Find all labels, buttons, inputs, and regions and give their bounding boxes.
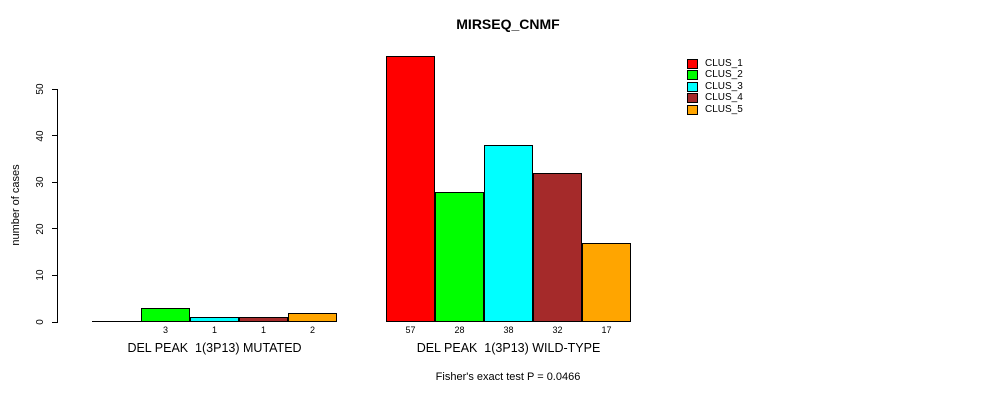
legend-label: CLUS_2 bbox=[705, 69, 743, 81]
bar-value-label: 17 bbox=[601, 325, 612, 335]
y-tick-label: 40 bbox=[35, 130, 46, 142]
bar-value-label: 57 bbox=[405, 325, 416, 335]
legend-swatch-icon bbox=[687, 104, 698, 115]
y-tick-label: 50 bbox=[35, 83, 46, 95]
bar-clus_2 bbox=[435, 192, 484, 322]
legend-swatch-icon bbox=[687, 81, 698, 92]
y-tick-mark bbox=[52, 181, 57, 183]
y-tick-mark bbox=[52, 135, 57, 137]
y-axis-label: number of cases bbox=[10, 164, 22, 246]
bar-clus_5 bbox=[288, 313, 337, 322]
bar-clus_2 bbox=[141, 308, 190, 322]
y-tick-mark bbox=[52, 274, 57, 276]
bar-clus_1-zero bbox=[92, 321, 141, 322]
legend-label: CLUS_3 bbox=[705, 80, 743, 92]
bar-value-label: 28 bbox=[454, 325, 465, 335]
annotation-text: Fisher's exact test P = 0.0466 bbox=[435, 371, 581, 383]
y-tick-mark bbox=[52, 228, 57, 230]
bar-value-label: 32 bbox=[552, 325, 563, 335]
bar-clus_4 bbox=[533, 173, 582, 322]
bar-value-label: 1 bbox=[211, 325, 217, 335]
bar-value-label: 38 bbox=[503, 325, 514, 335]
y-tick-label: 10 bbox=[35, 269, 46, 281]
bar-clus_1 bbox=[386, 56, 435, 322]
category-label: DEL PEAK 1(3P13) WILD-TYPE bbox=[416, 341, 601, 355]
legend-label: CLUS_4 bbox=[705, 92, 743, 104]
y-tick-label: 0 bbox=[35, 319, 46, 325]
category-label: DEL PEAK 1(3P13) MUTATED bbox=[127, 341, 302, 355]
y-axis bbox=[57, 89, 58, 323]
bar-value-label: 1 bbox=[260, 325, 266, 335]
y-tick-label: 20 bbox=[35, 223, 46, 235]
chart-title: MIRSEQ_CNMF bbox=[456, 16, 560, 32]
legend-swatch-icon bbox=[687, 59, 698, 69]
bar-clus_3 bbox=[190, 317, 239, 322]
y-tick-mark bbox=[52, 88, 57, 90]
legend-swatch-icon bbox=[687, 70, 698, 81]
legend-label: CLUS_1 bbox=[705, 58, 743, 69]
bar-clus_4 bbox=[239, 317, 288, 322]
bar-value-label: 2 bbox=[309, 325, 315, 335]
y-tick-label: 30 bbox=[35, 176, 46, 188]
y-tick-mark bbox=[52, 321, 57, 323]
legend-swatch-icon bbox=[687, 93, 698, 104]
bar-clus_3 bbox=[484, 145, 533, 322]
bar-value-label: 3 bbox=[162, 325, 168, 335]
bar-clus_5 bbox=[582, 243, 631, 322]
legend-label: CLUS_5 bbox=[705, 103, 743, 115]
